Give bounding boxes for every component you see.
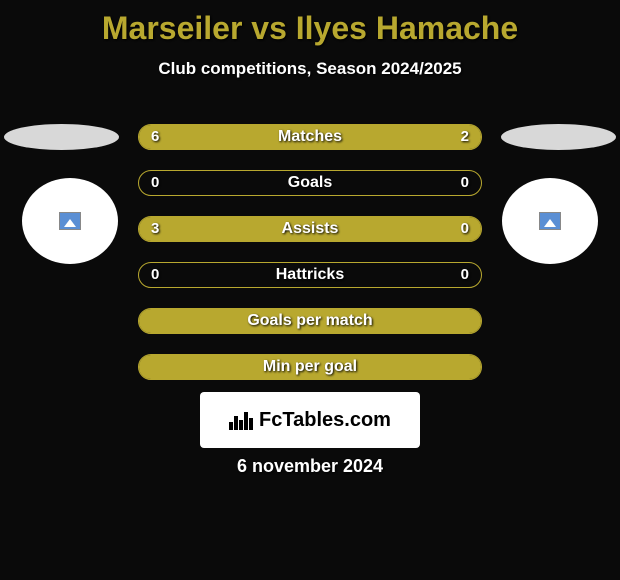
stat-row: 0Goals0	[138, 170, 482, 196]
stat-label: Matches	[139, 125, 481, 149]
player-right-oval	[501, 124, 616, 150]
stat-row: Goals per match	[138, 308, 482, 334]
stat-label: Goals per match	[139, 309, 481, 333]
logo-text: FcTables.com	[229, 409, 391, 432]
site-logo: FcTables.com	[200, 392, 420, 448]
stat-row: 6Matches2	[138, 124, 482, 150]
stat-row: 0Hattricks0	[138, 262, 482, 288]
comparison-date: 6 november 2024	[0, 456, 620, 477]
stat-value-right: 0	[461, 217, 469, 241]
stat-row: 3Assists0	[138, 216, 482, 242]
stat-label: Assists	[139, 217, 481, 241]
comparison-title: Marseiler vs Ilyes Hamache	[0, 0, 620, 47]
stat-label: Goals	[139, 171, 481, 195]
comparison-subtitle: Club competitions, Season 2024/2025	[0, 59, 620, 79]
logo-label: FcTables.com	[259, 409, 391, 432]
player-right-avatar	[502, 178, 598, 264]
stat-value-right: 0	[461, 263, 469, 287]
image-placeholder-icon	[539, 212, 561, 230]
stats-bars: 6Matches20Goals03Assists00Hattricks0Goal…	[138, 124, 482, 400]
player-left-oval	[4, 124, 119, 150]
player-left-avatar	[22, 178, 118, 264]
bars-icon	[229, 410, 253, 430]
stat-value-right: 0	[461, 171, 469, 195]
stat-value-right: 2	[461, 125, 469, 149]
stat-label: Hattricks	[139, 263, 481, 287]
image-placeholder-icon	[59, 212, 81, 230]
stat-label: Min per goal	[139, 355, 481, 379]
stat-row: Min per goal	[138, 354, 482, 380]
